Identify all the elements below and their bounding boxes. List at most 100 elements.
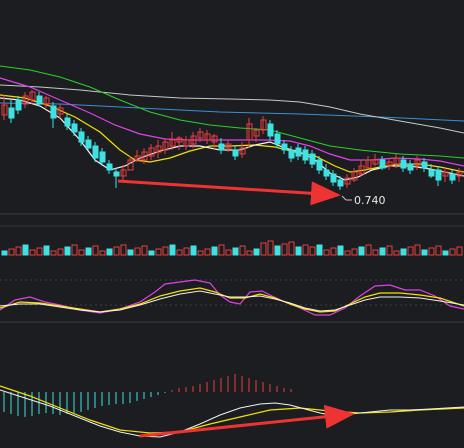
ma5-line (0, 97, 464, 181)
candle-body (400, 159, 407, 169)
volume-bar (407, 246, 414, 256)
volume-bar (379, 247, 386, 256)
volume-bar (1, 250, 8, 256)
candle-body (120, 169, 127, 177)
volume-bar (330, 247, 337, 256)
candle-body (281, 143, 288, 151)
volume-bar (8, 248, 15, 256)
candle-body (449, 173, 456, 181)
volume-bar (456, 246, 463, 256)
volume-bar (372, 249, 379, 256)
candle-body (106, 163, 113, 171)
candle-body (71, 123, 78, 133)
volume-bar (281, 243, 288, 256)
candle-body (232, 149, 239, 157)
volume-bar (190, 245, 197, 256)
candle-body (148, 147, 155, 157)
low-price-label: 0.740 (354, 194, 386, 207)
candlestick-series (1, 90, 463, 190)
candle-body (78, 131, 85, 143)
volume-bar (421, 249, 428, 256)
ma120-line (0, 84, 464, 134)
candle-body (127, 159, 134, 171)
volume-bar (99, 250, 106, 256)
volume-bar (78, 249, 85, 256)
volume-bar (92, 245, 99, 256)
volume-bar (344, 250, 351, 256)
candle-body (267, 123, 274, 137)
volume-bar (323, 249, 330, 256)
volume-bar (239, 245, 246, 256)
candle-body (197, 131, 204, 139)
candle-body (183, 139, 190, 147)
candle-body (15, 99, 22, 111)
candle-body (99, 151, 106, 163)
candle-body (435, 169, 442, 181)
volume-bar (449, 248, 456, 256)
volume-bar (358, 246, 365, 256)
volume-bar (50, 250, 57, 256)
price-panel: 0.740 (0, 65, 464, 207)
candle-body (225, 143, 232, 149)
volume-bar (57, 248, 64, 256)
candle-body (386, 161, 393, 167)
volume-bar (64, 246, 71, 256)
volume-bar (365, 244, 372, 256)
candle-body (358, 165, 365, 175)
candle-body (57, 107, 64, 115)
candle-body (190, 135, 197, 145)
candle-body (8, 107, 15, 119)
volume-bar (183, 247, 190, 256)
volume-bar (127, 249, 134, 256)
volume-bar (204, 248, 211, 256)
candle-body (176, 137, 183, 143)
candle-body (407, 163, 414, 171)
volume-bar (43, 245, 50, 256)
candle-body (337, 179, 344, 187)
volume-bar (351, 248, 358, 256)
volume-bar (71, 244, 78, 256)
candle-body (288, 149, 295, 159)
volume-bar (288, 241, 295, 256)
oscillator-k-line (0, 290, 464, 313)
volume-bar (295, 246, 302, 256)
candle-body (260, 119, 267, 131)
candle-body (29, 91, 36, 101)
volume-bar (134, 247, 141, 256)
volume-bar (400, 248, 407, 256)
volume-bar (225, 249, 232, 256)
volume-bar (435, 245, 442, 256)
candle-body (239, 147, 246, 155)
candle-body (274, 133, 281, 145)
volume-bar (274, 245, 281, 256)
candle-body (295, 147, 302, 157)
candle-body (323, 169, 330, 177)
volume-bar (442, 250, 449, 256)
volume-panel (1, 240, 463, 256)
candle-body (365, 159, 372, 169)
candle-body (351, 171, 358, 181)
candle-body (428, 169, 435, 177)
oscillator-panel (0, 279, 464, 316)
candle-body (421, 161, 428, 169)
candle-body (43, 97, 50, 105)
macd-dif-line (0, 389, 464, 438)
volume-bar (176, 249, 183, 256)
candle-body (246, 123, 253, 141)
candle-body (64, 117, 71, 127)
volume-bar (155, 248, 162, 256)
candle-body (442, 171, 449, 177)
volume-bar (15, 246, 22, 256)
candle-body (372, 159, 379, 165)
volume-bar (232, 247, 239, 256)
candle-body (344, 177, 351, 185)
volume-bar (218, 244, 225, 256)
volume-bar (393, 250, 400, 256)
macd-annotation-arrow (139, 404, 355, 438)
volume-bar (260, 242, 267, 256)
volume-bar (246, 250, 253, 256)
candle-body (414, 159, 421, 167)
volume-bar (120, 244, 127, 256)
